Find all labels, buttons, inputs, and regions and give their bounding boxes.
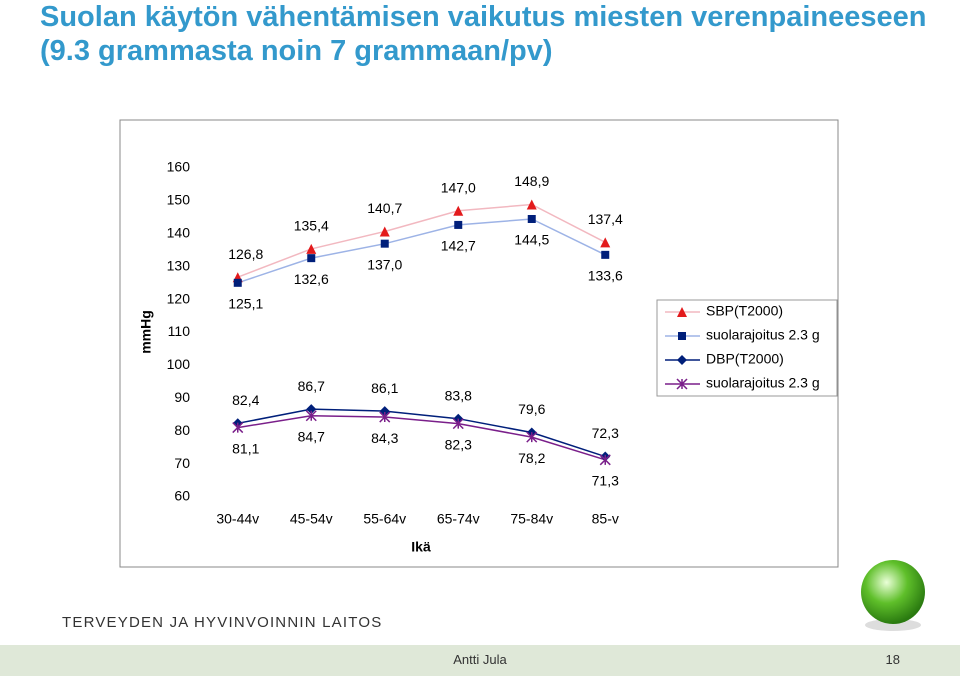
data-label: 142,7 [441, 238, 476, 254]
data-label: 148,9 [514, 173, 549, 189]
data-point [307, 254, 316, 263]
data-point [379, 226, 390, 237]
y-tick-label: 70 [174, 455, 190, 471]
data-label: 81,1 [232, 440, 259, 456]
data-point [452, 418, 464, 430]
data-point [600, 237, 611, 248]
data-point [454, 220, 463, 229]
x-tick-label: 30-44v [216, 511, 259, 527]
y-tick-label: 160 [167, 159, 191, 175]
data-label: 126,8 [228, 246, 263, 262]
data-label: 82,4 [232, 392, 259, 408]
data-label: 86,1 [371, 380, 398, 396]
legend-marker [676, 378, 688, 390]
data-label: 84,7 [298, 428, 325, 444]
data-label: 83,8 [445, 387, 472, 403]
data-label: 135,4 [294, 218, 329, 234]
data-point [527, 214, 536, 223]
data-point [599, 454, 611, 466]
data-label: 79,6 [518, 401, 545, 417]
data-point [232, 422, 244, 434]
organization: TERVEYDEN JA HYVINVOINNIN LAITOS [62, 614, 383, 631]
data-label: 78,2 [518, 450, 545, 466]
data-label: 147,0 [441, 179, 476, 195]
legend-marker [677, 307, 687, 317]
y-tick-label: 60 [174, 488, 190, 504]
data-point [233, 278, 242, 287]
y-tick-label: 80 [174, 422, 190, 438]
data-label: 72,3 [592, 425, 619, 441]
data-label: 84,3 [371, 430, 398, 446]
legend-label: SBP(T2000) [706, 303, 783, 319]
y-tick-label: 110 [168, 323, 191, 339]
legend-marker [677, 355, 687, 365]
data-point [526, 431, 538, 443]
data-point [601, 250, 610, 259]
x-tick-label: 75-84v [510, 511, 553, 527]
logo [861, 560, 925, 624]
legend-label: suolarajoitus 2.3 g [706, 375, 820, 391]
author: Antti Jula [453, 652, 507, 667]
data-point [379, 411, 391, 423]
legend-label: DBP(T2000) [706, 351, 784, 367]
x-tick-label: 85-v [592, 511, 619, 527]
y-tick-label: 150 [167, 192, 191, 208]
logo-shadow [865, 619, 921, 631]
data-label: 133,6 [588, 268, 623, 284]
data-label: 137,0 [367, 256, 402, 272]
series-line [237, 414, 606, 461]
y-axis-label: mmHg [138, 310, 154, 354]
x-tick-label: 65-74v [437, 511, 480, 527]
data-point [305, 410, 317, 422]
page-number: 18 [885, 652, 900, 667]
series-line [237, 408, 606, 458]
data-point [380, 239, 389, 248]
y-tick-label: 100 [167, 356, 191, 372]
series-line [237, 203, 606, 278]
series-line [237, 218, 606, 284]
data-label: 144,5 [514, 232, 549, 248]
legend-marker [678, 332, 686, 340]
y-tick-label: 130 [167, 257, 191, 273]
footer-bar [0, 645, 960, 676]
data-label: 125,1 [228, 296, 263, 312]
data-label: 82,3 [445, 436, 472, 452]
data-label: 86,7 [298, 378, 325, 394]
data-point [306, 243, 317, 254]
x-axis-label: Ikä [411, 539, 431, 555]
y-tick-label: 140 [167, 225, 191, 241]
x-tick-label: 55-64v [363, 511, 406, 527]
data-point [453, 205, 464, 216]
data-point [306, 404, 317, 415]
slide-title: Suolan käytön vähentämisen vaikutus mies… [40, 1, 927, 67]
data-label: 140,7 [367, 200, 402, 216]
y-tick-label: 120 [167, 290, 191, 306]
data-label: 137,4 [588, 211, 623, 227]
data-label: 132,6 [294, 271, 329, 287]
y-tick-label: 90 [174, 389, 190, 405]
data-point [526, 199, 537, 210]
x-tick-label: 45-54v [290, 511, 333, 527]
data-label: 71,3 [592, 473, 619, 489]
legend-label: suolarajoitus 2.3 g [706, 327, 820, 343]
